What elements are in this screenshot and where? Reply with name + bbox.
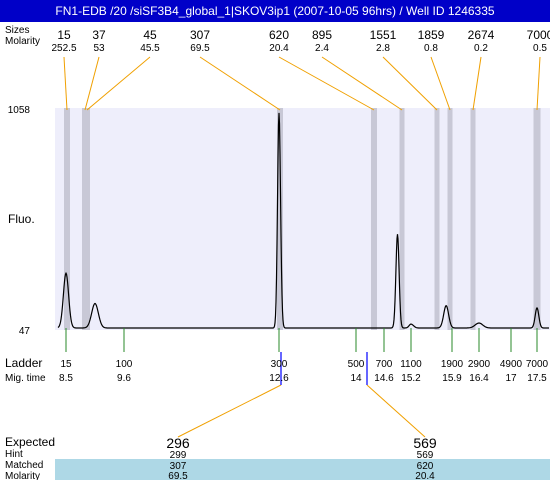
- peak-connector: [321, 56, 403, 111]
- peak-molarity-label: 2.8: [376, 43, 390, 54]
- fluorescence-trace: [57, 112, 549, 329]
- ladder-size-label: 500: [348, 359, 365, 370]
- peak-connector: [472, 56, 482, 111]
- peak-size-label: 1551: [370, 28, 397, 42]
- hint-row-label: Hint: [5, 449, 23, 460]
- peak-molarity-label: 53: [93, 43, 105, 54]
- peak-connector: [86, 56, 151, 111]
- peak-band-15: [64, 108, 70, 330]
- peak-molarity-label: 69.5: [190, 43, 210, 54]
- mig-time-label: 17.5: [527, 373, 547, 384]
- peak-size-label: 307: [190, 28, 210, 42]
- expected-row-label: Expected: [5, 435, 55, 449]
- peak-connector: [382, 56, 438, 111]
- molarity-row-label: Molarity: [5, 36, 40, 47]
- peak-size-label: 15: [57, 28, 71, 42]
- peak-size-label: 37: [92, 28, 106, 42]
- molarity-value: 20.4: [415, 471, 435, 480]
- hint-value: 299: [170, 450, 187, 461]
- peak-size-label: 620: [269, 28, 289, 42]
- peak-size-label: 7000: [527, 28, 550, 42]
- peak-connector: [63, 56, 68, 111]
- peak-molarity-label: 2.4: [315, 43, 329, 54]
- mig-time-row-label: Mig. time: [5, 373, 46, 384]
- matched-row-label: Matched: [5, 460, 43, 471]
- peak-connector: [430, 56, 451, 111]
- sizes-row-label: Sizes: [5, 25, 29, 36]
- mig-time-label: 14: [350, 373, 362, 384]
- mig-time-label: 8.5: [59, 373, 73, 384]
- ladder-size-label: 7000: [526, 359, 549, 370]
- peak-size-label: 1859: [418, 28, 445, 42]
- peak-band-2674: [470, 108, 476, 330]
- mig-time-label: 15.2: [401, 373, 421, 384]
- ladder-row-label: Ladder: [5, 356, 42, 370]
- y-tick-min: 47: [19, 326, 31, 337]
- peak-molarity-label: 45.5: [140, 43, 160, 54]
- molarity-value: 69.5: [168, 471, 188, 480]
- peak-molarity-label: 20.4: [269, 43, 289, 54]
- matched-value: 620: [417, 461, 434, 472]
- ladder-size-label: 15: [60, 359, 72, 370]
- peak-molarity-label: 0.2: [474, 43, 488, 54]
- ladder-size-label: 4900: [500, 359, 523, 370]
- mig-time-label: 9.6: [117, 373, 131, 384]
- peak-band-7000: [533, 108, 541, 330]
- ladder-size-label: 700: [376, 359, 393, 370]
- hint-value: 569: [417, 450, 434, 461]
- molarity-row-label-bottom: Molarity: [5, 471, 40, 480]
- ladder-size-label: 2900: [468, 359, 491, 370]
- y-axis-label: Fluo.: [8, 212, 35, 226]
- peak-molarity-label: 0.5: [533, 43, 547, 54]
- matched-row-highlight: [55, 459, 550, 480]
- mig-time-label: 15.9: [442, 373, 462, 384]
- ladder-size-label: 1100: [400, 359, 422, 370]
- plot-area: [55, 108, 550, 330]
- peak-size-label: 895: [312, 28, 332, 42]
- peak-band-620: [371, 108, 377, 330]
- peak-band-1551: [434, 108, 440, 330]
- peak-connector: [536, 56, 541, 111]
- peak-molarity-label: 252.5: [51, 43, 76, 54]
- mig-time-label: 17: [505, 373, 517, 384]
- peak-band-895: [399, 108, 405, 330]
- y-tick-max: 1058: [8, 105, 31, 116]
- peak-band-307: [277, 108, 283, 330]
- mig-time-label: 12.6: [269, 373, 289, 384]
- mig-time-label: 14.6: [374, 373, 394, 384]
- ladder-size-label: 1900: [441, 359, 464, 370]
- ladder-size-label: 100: [116, 359, 133, 370]
- peak-connector: [278, 56, 375, 111]
- peak-size-label: 45: [143, 28, 157, 42]
- mig-time-label: 16.4: [469, 373, 489, 384]
- peak-connector: [199, 56, 281, 111]
- peak-size-label: 2674: [468, 28, 495, 42]
- peak-connector: [84, 56, 100, 111]
- peak-molarity-label: 0.8: [424, 43, 438, 54]
- expected-size-value: 296: [166, 435, 190, 451]
- peak-band-45: [84, 108, 90, 330]
- expected-size-value: 569: [413, 435, 437, 451]
- chart-title: FN1-EDB /20 /siSF3B4_global_1|SKOV3ip1 (…: [0, 0, 550, 22]
- ladder-size-label: 300: [271, 359, 288, 370]
- matched-value: 307: [170, 461, 187, 472]
- expected-connector-296: [177, 384, 282, 438]
- expected-connector-569: [366, 384, 426, 438]
- peak-band-1859: [447, 108, 453, 330]
